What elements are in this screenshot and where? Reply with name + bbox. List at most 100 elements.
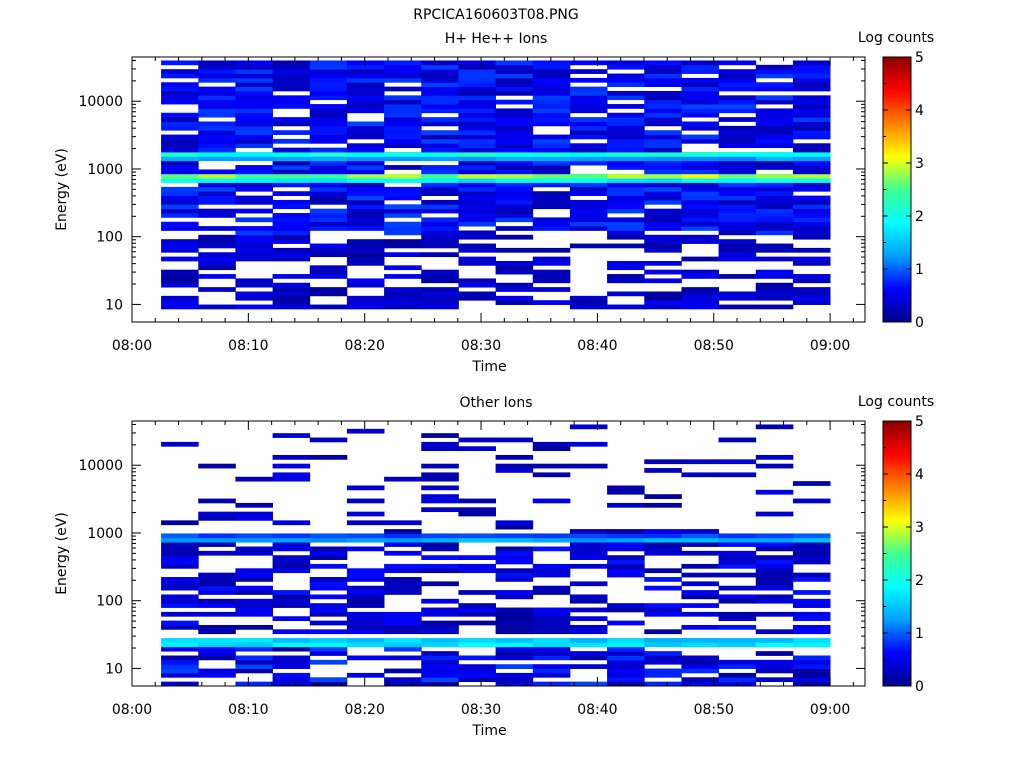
spectrogram-cell [458,173,496,179]
spectrogram-cell [681,542,719,547]
spectrogram-cell [755,287,794,292]
spectrogram-cell [384,577,422,582]
spectrogram-cell [198,125,236,131]
spectrogram-cell [198,73,236,79]
colorbar-label: Log counts [858,394,934,410]
spectrogram-cell [495,646,534,652]
spectrogram-cell [755,664,794,669]
spectrogram-cell [681,590,719,595]
spectrogram-cell [458,638,496,643]
spectrogram-cell [607,546,645,552]
spectrogram-cell [495,265,534,271]
spectrogram-cell [346,169,385,175]
spectrogram-cell [235,195,273,201]
spectrogram-cell [198,672,236,678]
spectrogram-cell [198,99,236,105]
spectrogram-cell [792,165,831,170]
spectrogram-cell [309,265,348,271]
spectrogram-cell [235,247,273,253]
spectrogram-cell [755,642,794,648]
spectrogram-cell [272,73,311,79]
spectrogram-cell [458,208,496,214]
spectrogram-cell [198,138,236,144]
spectrogram-cell [532,563,571,569]
spectrogram-cell [458,437,496,443]
spectrogram-cell [272,559,311,565]
colorbar-tick-label: 2 [915,573,924,589]
spectrogram-cell [235,291,273,297]
spectrogram-cell [235,598,273,604]
spectrogram-cell [495,269,534,275]
spectrogram-cell [198,226,236,231]
spectrogram-cell [161,73,199,79]
spectrogram-cell [681,459,719,465]
spectrogram-cell [644,121,682,127]
spectrogram-cell [532,134,571,140]
spectrogram-cell [644,239,682,244]
spectrogram-cell [532,620,571,626]
spectrogram-cell [235,304,273,310]
spectrogram-cell [458,655,496,661]
spectrogram-cell [272,546,311,552]
spectrogram-cell [309,585,348,591]
spectrogram-cell [421,226,459,231]
spectrogram-cell [495,594,534,600]
spectrogram-cell [458,64,496,70]
spectrogram-cell [718,117,757,122]
spectrogram-cell [458,182,496,188]
spectrogram-cell [569,681,608,687]
spectrogram-cell [346,520,385,526]
spectrogram-cell [161,60,199,66]
spectrogram-cell [384,677,422,683]
spectrogram-cell [569,173,608,179]
spectrogram-cell [235,99,273,105]
spectrogram-cell [384,221,422,227]
spectrogram-cell [532,121,571,127]
spectrogram-cell [681,291,719,297]
spectrogram-cell [718,199,757,205]
spectrogram-cell [384,134,422,140]
spectrogram-cell [755,537,794,543]
spectrogram-cell [384,550,422,556]
spectrogram-cell [346,156,385,162]
spectrogram-cell [421,130,459,135]
spectrogram-cell [681,195,719,201]
spectrogram-cell [235,199,273,205]
spectrogram-cell [272,178,311,183]
spectrogram-cell [569,130,608,135]
spectrogram-cell [161,577,199,582]
spectrogram-cell [495,607,534,613]
spectrogram-cell [309,651,348,656]
spectrogram-cell [309,274,348,279]
spectrogram-cell [421,147,459,153]
spectrogram-cell [755,594,794,600]
colorbar-tick-label: 0 [915,679,924,695]
spectrogram-cell [346,104,385,109]
spectrogram-cell [458,563,496,569]
spectrogram-cell [755,204,794,210]
spectrogram-cell [792,278,831,284]
spectrogram-cell [681,108,719,114]
spectrogram-cell [644,247,682,253]
spectrogram-cell [495,282,534,288]
spectrogram-cell [569,191,608,196]
spectrogram-cell [161,646,199,652]
spectrogram-cell [495,208,534,214]
spectrogram-cell [755,64,794,70]
spectrogram-cell [792,642,831,648]
spectrogram-cell [161,117,199,122]
spectrogram-cell [495,108,534,114]
spectrogram-cell [346,300,385,305]
spectrogram-cell [458,77,496,83]
spectrogram-cell [607,104,645,109]
spectrogram-cell [569,598,608,604]
spectrogram-cell [569,441,608,447]
spectrogram-cell [681,677,719,683]
spectrogram-cell [458,125,496,131]
spectrogram-cell [644,226,682,231]
spectrogram-cell [755,182,794,188]
spectrogram-cell [755,112,794,118]
spectrogram-cell [161,125,199,131]
spectrogram-cell [532,217,571,223]
spectrogram-cell [607,173,645,179]
